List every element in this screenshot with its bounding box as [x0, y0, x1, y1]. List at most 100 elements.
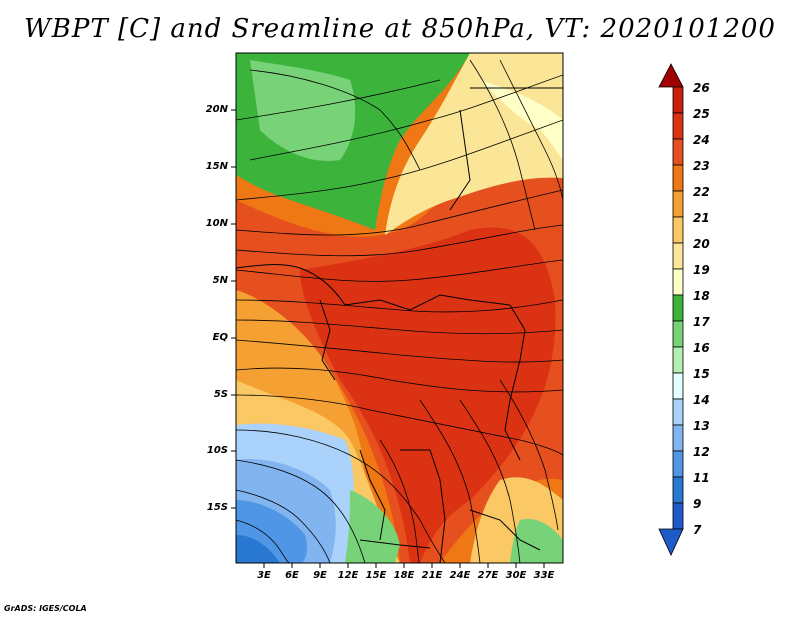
border — [236, 264, 346, 306]
lon-label-15e: 15E — [365, 570, 387, 581]
streamline — [236, 319, 563, 335]
colorbar-label-17: 17 — [693, 315, 710, 329]
colorbar-seg — [672, 450, 684, 478]
lat-label-5s: 5S — [213, 389, 228, 400]
colorbar-seg — [672, 294, 684, 322]
lon-label-24e: 24E — [449, 570, 471, 581]
map-frame — [235, 52, 564, 564]
colorbar-seg — [672, 138, 684, 166]
lon-label-33e: 33E — [533, 570, 555, 581]
colorbar-seg — [672, 242, 684, 270]
border — [319, 299, 336, 381]
colorbar-label-7: 7 — [693, 523, 702, 537]
streamline — [236, 367, 563, 393]
colorbar-label-22: 22 — [693, 185, 710, 199]
colorbar-seg — [672, 216, 684, 244]
wbpt-field — [236, 53, 563, 563]
lon-label-27e: 27E — [477, 570, 499, 581]
lat-label-10n: 10N — [205, 218, 228, 229]
lon-label-6e: 6E — [285, 570, 299, 581]
streamline — [459, 399, 521, 563]
border — [449, 109, 471, 211]
border — [400, 449, 446, 563]
field-region-atlantic-4 — [236, 535, 280, 563]
colorbar-label-26: 26 — [693, 81, 710, 95]
field-region-core — [300, 227, 556, 563]
colorbar-label-16: 16 — [693, 341, 710, 355]
grads-footer: GrADS: IGES/COLA — [4, 604, 87, 613]
colorbar-label-18: 18 — [693, 289, 710, 303]
streamline — [419, 399, 481, 563]
colorbar-label-19: 19 — [693, 263, 710, 277]
streamline — [249, 69, 421, 171]
colorbar-label-9: 9 — [693, 497, 702, 511]
map-title: WBPT [C] and Sreamline at 850hPa, VT: 20… — [24, 14, 776, 44]
colorbar-label-15: 15 — [693, 367, 710, 381]
streamline — [236, 394, 563, 456]
colorbar-label-20: 20 — [693, 237, 710, 251]
colorbar-seg — [672, 346, 684, 374]
colorbar — [658, 63, 684, 556]
streamline — [236, 489, 331, 563]
country-borders — [236, 87, 563, 563]
streamline — [236, 519, 291, 563]
colorbar-seg — [672, 164, 684, 192]
field-region-sudan-pale — [480, 80, 563, 160]
colorbar-label-14: 14 — [693, 393, 710, 407]
field-region-southeast-green — [510, 519, 563, 563]
streamline — [469, 59, 536, 231]
colorbar-bottom-triangle — [658, 528, 684, 556]
streamline — [236, 339, 563, 363]
lon-label-18e: 18E — [393, 570, 415, 581]
colorbar-label-24: 24 — [693, 133, 710, 147]
lon-label-30e: 30E — [505, 570, 527, 581]
lat-label-5n: 5N — [212, 275, 228, 286]
colorbar-seg — [672, 268, 684, 296]
colorbar-seg — [672, 476, 684, 504]
colorbar-seg — [672, 86, 684, 114]
colorbar-label-25: 25 — [693, 107, 710, 121]
colorbar-top-triangle — [658, 63, 684, 88]
lon-label-3e: 3E — [257, 570, 271, 581]
streamline — [236, 79, 441, 121]
lat-label-15s: 15S — [206, 502, 228, 513]
streamlines — [236, 59, 563, 563]
border — [469, 509, 541, 551]
colorbar-label-21: 21 — [693, 211, 710, 225]
border — [504, 304, 526, 461]
colorbar-seg — [672, 112, 684, 140]
colorbar-seg — [672, 190, 684, 218]
streamline — [236, 299, 563, 313]
streamline — [499, 59, 563, 201]
colorbar-label-23: 23 — [693, 159, 710, 173]
streamline — [236, 119, 563, 201]
lat-label-eq: EQ — [212, 332, 228, 343]
streamline — [236, 224, 563, 257]
colorbar-seg — [672, 502, 684, 530]
border — [344, 294, 511, 311]
colorbar-seg — [672, 398, 684, 426]
field-region-west — [236, 200, 294, 292]
streamline — [499, 379, 559, 531]
streamline — [236, 259, 563, 282]
colorbar-label-13: 13 — [693, 419, 710, 433]
colorbar-seg — [672, 372, 684, 400]
streamline — [379, 439, 420, 563]
lat-label-10s: 10S — [206, 445, 228, 456]
streamline — [236, 189, 563, 236]
border — [359, 539, 431, 549]
lon-label-21e: 21E — [421, 570, 443, 581]
colorbar-seg — [672, 320, 684, 348]
streamline — [236, 459, 366, 563]
lat-label-15n: 15N — [205, 161, 228, 172]
border — [359, 449, 386, 541]
colorbar-label-12: 12 — [693, 445, 710, 459]
lon-ticks — [263, 563, 545, 568]
lon-label-9e: 9E — [313, 570, 327, 581]
streamline — [249, 74, 563, 161]
colorbar-seg — [672, 424, 684, 452]
lon-label-12e: 12E — [337, 570, 359, 581]
field-region-sahel-light — [250, 60, 356, 161]
lat-ticks — [231, 109, 236, 509]
